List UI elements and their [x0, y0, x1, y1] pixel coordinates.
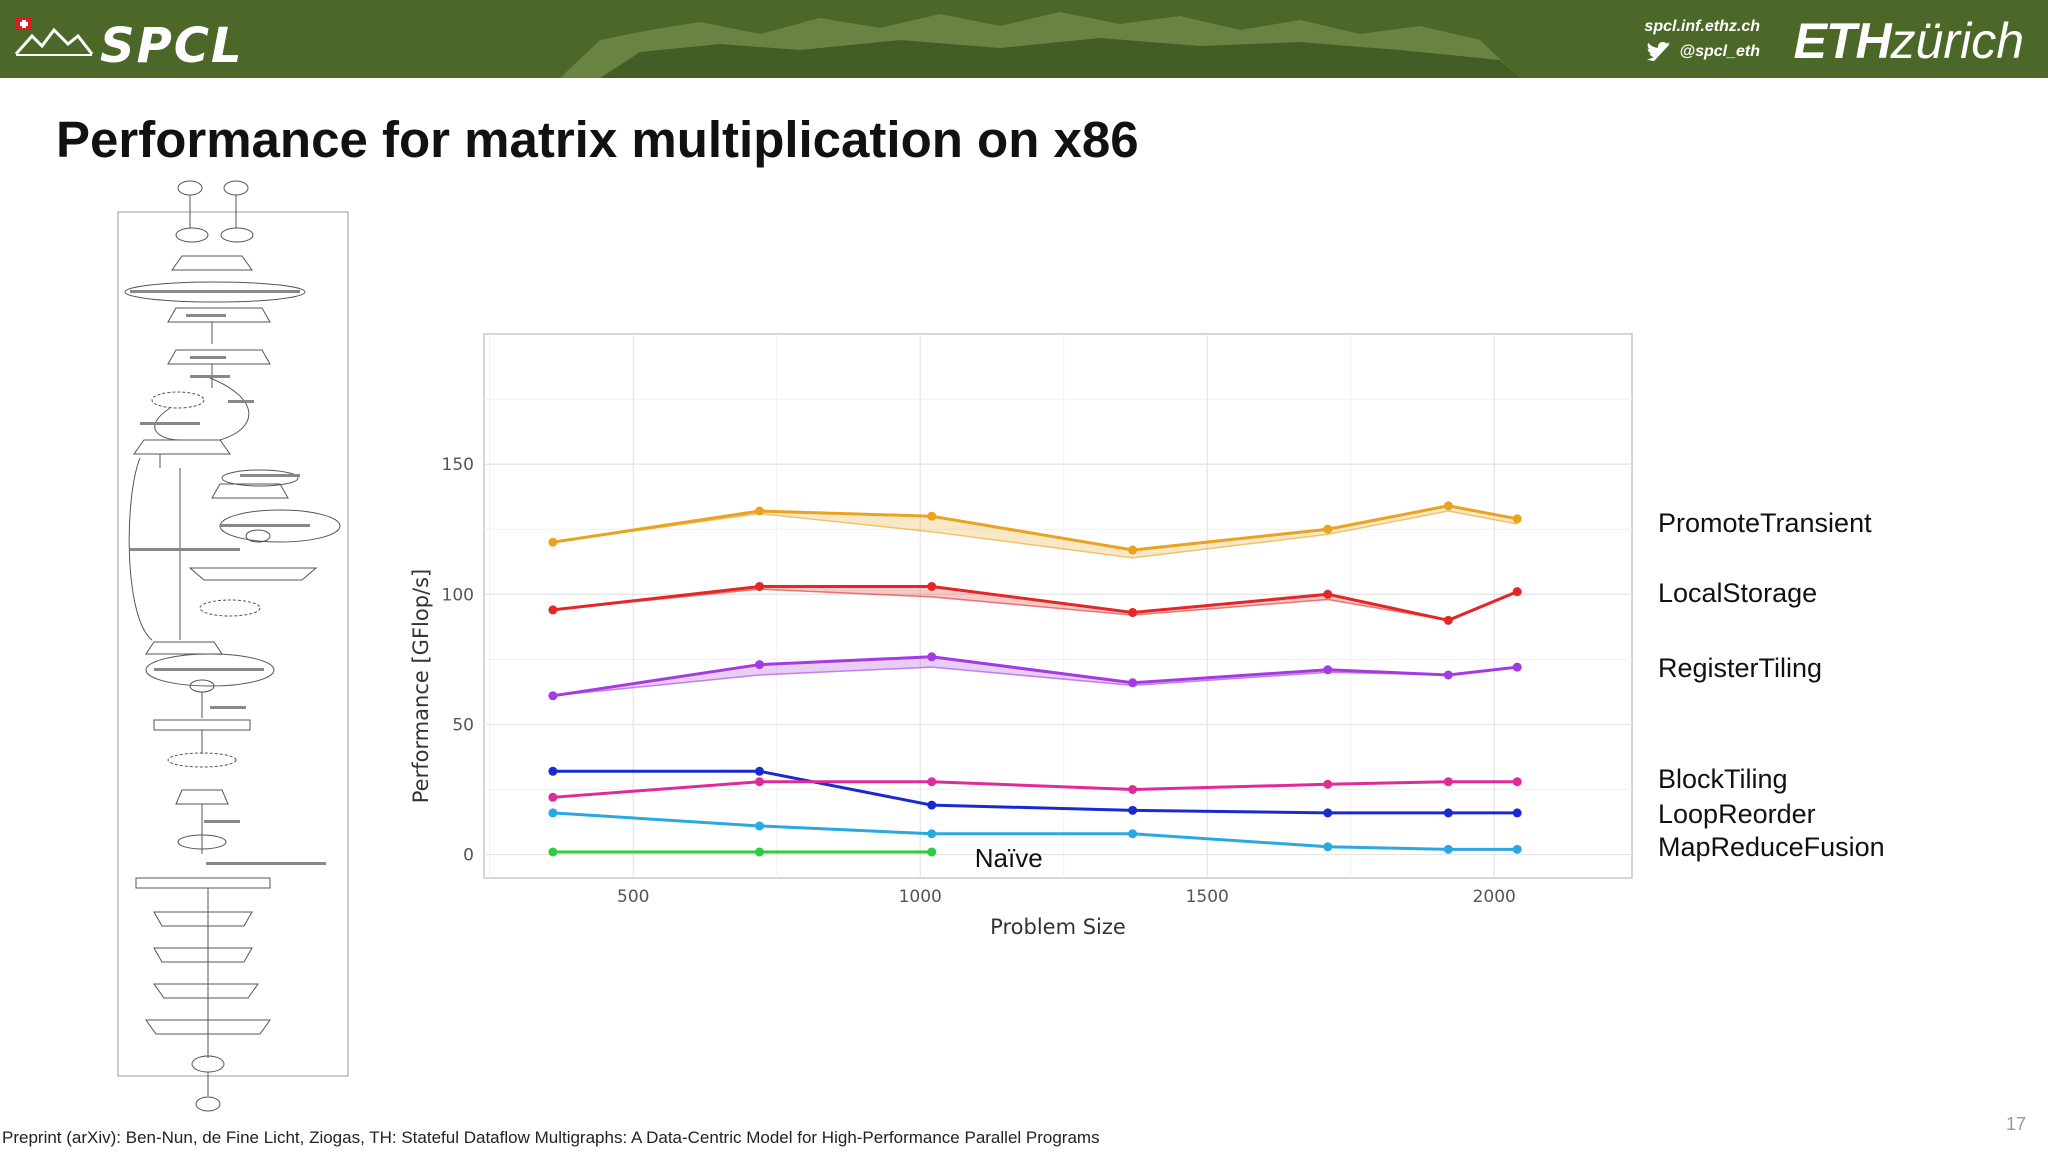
confidence-band — [552, 586, 1518, 621]
spcl-logo[interactable]: SPCL — [14, 14, 294, 74]
data-point — [1323, 842, 1333, 852]
series-label-blocktiling: BlockTiling — [1658, 764, 1788, 794]
data-point — [1443, 615, 1453, 625]
page-number: 17 — [2005, 1114, 2026, 1134]
data-point — [548, 808, 558, 818]
mountain-icon — [14, 18, 94, 56]
data-point — [1128, 805, 1138, 815]
data-point — [548, 537, 558, 547]
y-tick-label: 0 — [463, 846, 474, 866]
series-label-loopreorder: LoopReorder — [1658, 799, 1816, 829]
data-point — [927, 652, 937, 662]
data-point — [1443, 501, 1453, 511]
data-point — [1128, 829, 1138, 839]
data-point — [755, 766, 765, 776]
y-tick-label: 50 — [452, 715, 474, 735]
twitter-handle: @spcl_eth — [1679, 43, 1760, 60]
y-axis-label: Performance [GFlop/s] — [409, 569, 433, 804]
x-tick-label: 1000 — [899, 887, 942, 907]
data-point — [548, 792, 558, 802]
data-point — [548, 691, 558, 701]
spcl-wordmark: SPCL — [100, 18, 244, 74]
data-point — [1128, 785, 1138, 795]
data-point — [1512, 808, 1522, 818]
data-point — [1323, 779, 1333, 789]
data-point — [927, 581, 937, 591]
series-label-promotetransient: PromoteTransient — [1658, 508, 1872, 538]
x-tick-label: 2000 — [1473, 887, 1516, 907]
data-point — [1512, 662, 1522, 672]
site-link[interactable]: spcl.inf.ethz.ch — [1644, 18, 1760, 35]
data-point — [1128, 678, 1138, 688]
sdfg-dataflow-diagram — [117, 180, 349, 1112]
twitter-link[interactable]: @spcl_eth — [1647, 39, 1760, 64]
data-point — [1512, 777, 1522, 787]
series-label-registertiling: RegisterTiling — [1658, 653, 1823, 683]
data-point — [927, 777, 937, 787]
data-point — [1323, 524, 1333, 534]
data-point — [1512, 587, 1522, 597]
naive-annotation: Naïve — [975, 843, 1043, 873]
data-point — [755, 777, 765, 787]
series-label-mapreducefusion: MapReduceFusion — [1658, 832, 1885, 862]
y-tick-label: 100 — [442, 585, 474, 605]
social-links: spcl.inf.ethz.ch @spcl_eth — [1644, 14, 1760, 70]
axis-ticks: 500 1000 1500 2000 0 50 100 150 — [442, 455, 1516, 907]
x-tick-label: 1500 — [1186, 887, 1229, 907]
data-point — [548, 847, 558, 857]
data-point — [1443, 670, 1453, 680]
data-point — [755, 821, 765, 831]
data-point — [927, 829, 937, 839]
data-point — [927, 800, 937, 810]
header-bar: SPCL spcl.inf.ethz.ch @spcl_eth ETHzüric… — [0, 0, 2048, 78]
data-point — [1512, 514, 1522, 524]
data-point — [1443, 808, 1453, 818]
data-point — [927, 511, 937, 521]
data-point — [755, 660, 765, 670]
performance-line-chart: 500 1000 1500 2000 0 50 100 150 Problem Size Pe… — [409, 333, 1633, 939]
y-tick-label: 150 — [442, 455, 474, 475]
data-point — [1443, 777, 1453, 787]
data-point — [755, 506, 765, 516]
slide-title: Performance for matrix multiplication on… — [56, 111, 1139, 168]
data-point — [1512, 844, 1522, 854]
data-point — [1128, 545, 1138, 555]
data-point — [548, 766, 558, 776]
data-point — [1323, 808, 1333, 818]
x-tick-label: 500 — [617, 887, 649, 907]
data-point — [1443, 844, 1453, 854]
data-point — [755, 581, 765, 591]
data-point — [1323, 665, 1333, 675]
citation-footer: Preprint (arXiv): Ben-Nun, de Fine Licht… — [2, 1128, 1100, 1147]
alpine-panorama-banner — [0, 0, 2048, 78]
eth-logo-light: zürich — [1890, 13, 2024, 69]
data-point — [548, 605, 558, 615]
eth-logo[interactable]: ETHzürich — [1794, 12, 2024, 70]
data-points — [548, 501, 1522, 857]
twitter-icon — [1647, 41, 1671, 61]
data-point — [1323, 589, 1333, 599]
series-label-localstorage: LocalStorage — [1658, 578, 1818, 608]
x-axis-label: Problem Size — [990, 915, 1126, 939]
eth-logo-bold: ETH — [1793, 13, 1892, 69]
data-point — [755, 847, 765, 857]
data-point — [1128, 608, 1138, 618]
data-point — [927, 847, 937, 857]
